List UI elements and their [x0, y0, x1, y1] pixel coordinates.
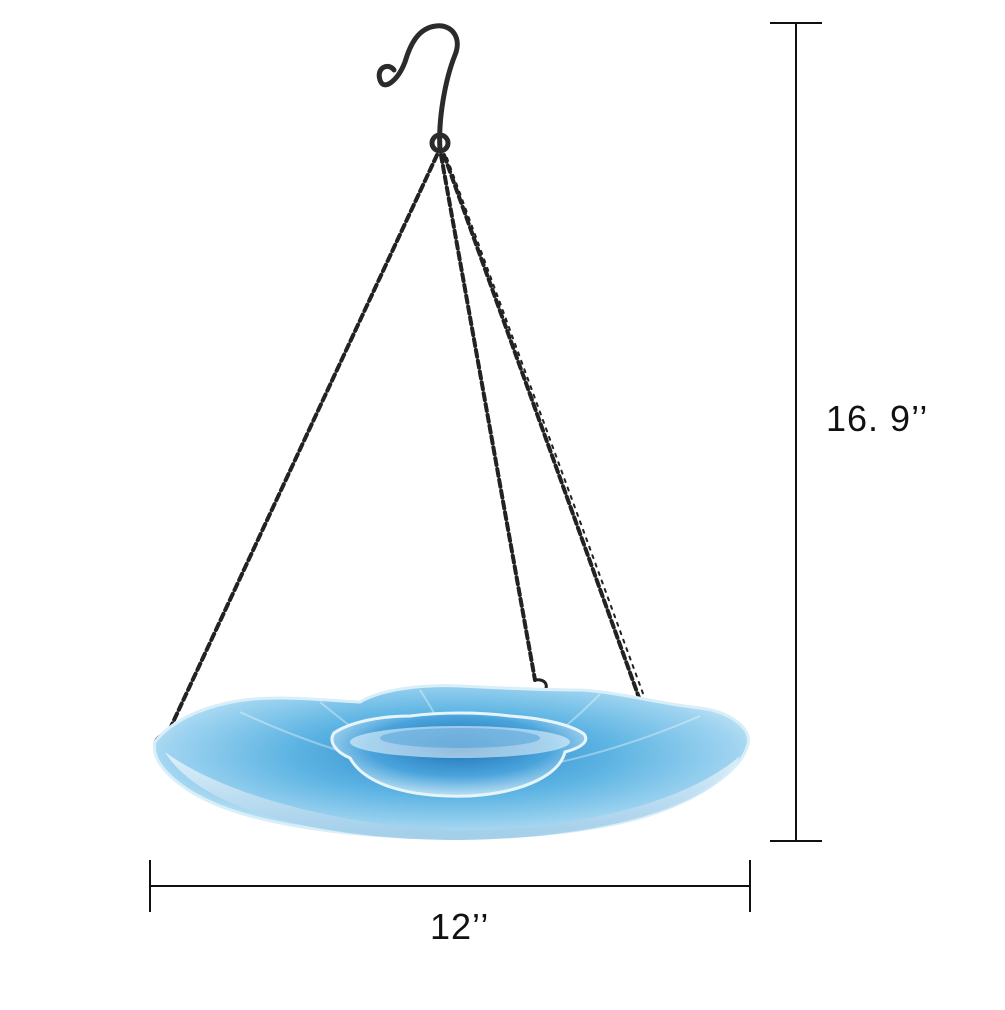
chains — [166, 153, 661, 747]
width-dimension-line — [149, 860, 751, 912]
width-dimension-label: 12’’ — [430, 906, 490, 947]
inner-cup — [330, 711, 588, 798]
height-dimension-label: 16. 9’’ — [826, 398, 929, 439]
hanging-hook — [376, 23, 460, 154]
height-dimension-line — [770, 22, 822, 842]
